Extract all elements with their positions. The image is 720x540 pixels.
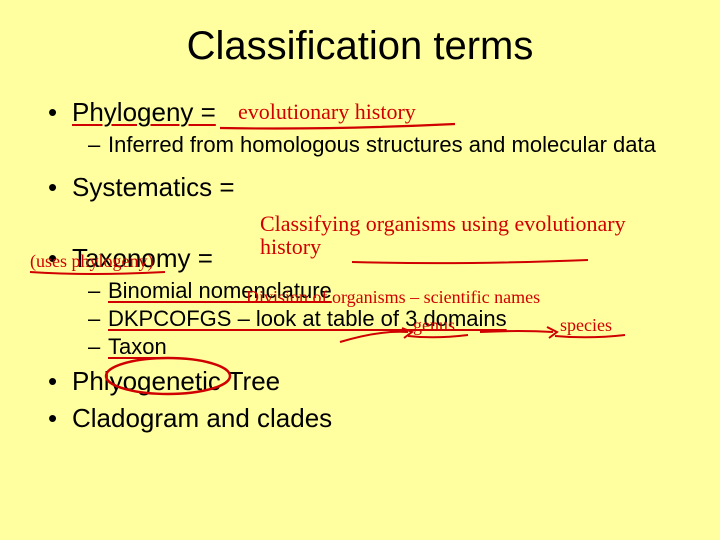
bullet-phylogeny-label: Phylogeny = [72, 97, 216, 127]
dash-marker: – [88, 278, 108, 304]
bullet-phlyogenetic-text: Phlyogenetic Tree [72, 366, 280, 396]
sub-taxon: –Taxon [88, 334, 720, 360]
sub-dkpcofgs-text: DKPCOFGS – look at table of 3 domains [108, 306, 507, 331]
sub-binomial-text: Binomial nomenclature [108, 278, 332, 303]
bullet-taxonomy: •Taxonomy = [48, 243, 720, 274]
bullet-phlyogenetic-tree: •Phlyogenetic Tree [48, 366, 720, 397]
sub-phylogeny-inferred: –Inferred from homologous structures and… [88, 132, 720, 158]
dash-marker: – [88, 306, 108, 332]
sub-taxon-text: Taxon [108, 334, 167, 359]
bullet-marker: • [48, 97, 72, 128]
sub-dkpcofgs: –DKPCOFGS – look at table of 3 domains [88, 306, 720, 332]
slide: Classification terms •Phylogeny = –Infer… [0, 0, 720, 540]
bullet-taxonomy-label: Taxonomy = [72, 243, 213, 273]
slide-title: Classification terms [0, 0, 720, 79]
bullet-marker: • [48, 172, 72, 203]
content-area: •Phylogeny = –Inferred from homologous s… [48, 97, 720, 434]
dash-marker: – [88, 334, 108, 360]
sub-binomial: –Binomial nomenclature [88, 278, 720, 304]
bullet-cladogram-text: Cladogram and clades [72, 403, 332, 433]
bullet-marker: • [48, 243, 72, 274]
bullet-systematics: •Systematics = [48, 172, 720, 203]
bullet-systematics-label: Systematics = [72, 172, 235, 202]
bullet-marker: • [48, 366, 72, 397]
bullet-cladogram: •Cladogram and clades [48, 403, 720, 434]
sub-phylogeny-inferred-text: Inferred from homologous structures and … [108, 132, 656, 157]
dash-marker: – [88, 132, 108, 158]
bullet-marker: • [48, 403, 72, 434]
bullet-phylogeny: •Phylogeny = [48, 97, 720, 128]
